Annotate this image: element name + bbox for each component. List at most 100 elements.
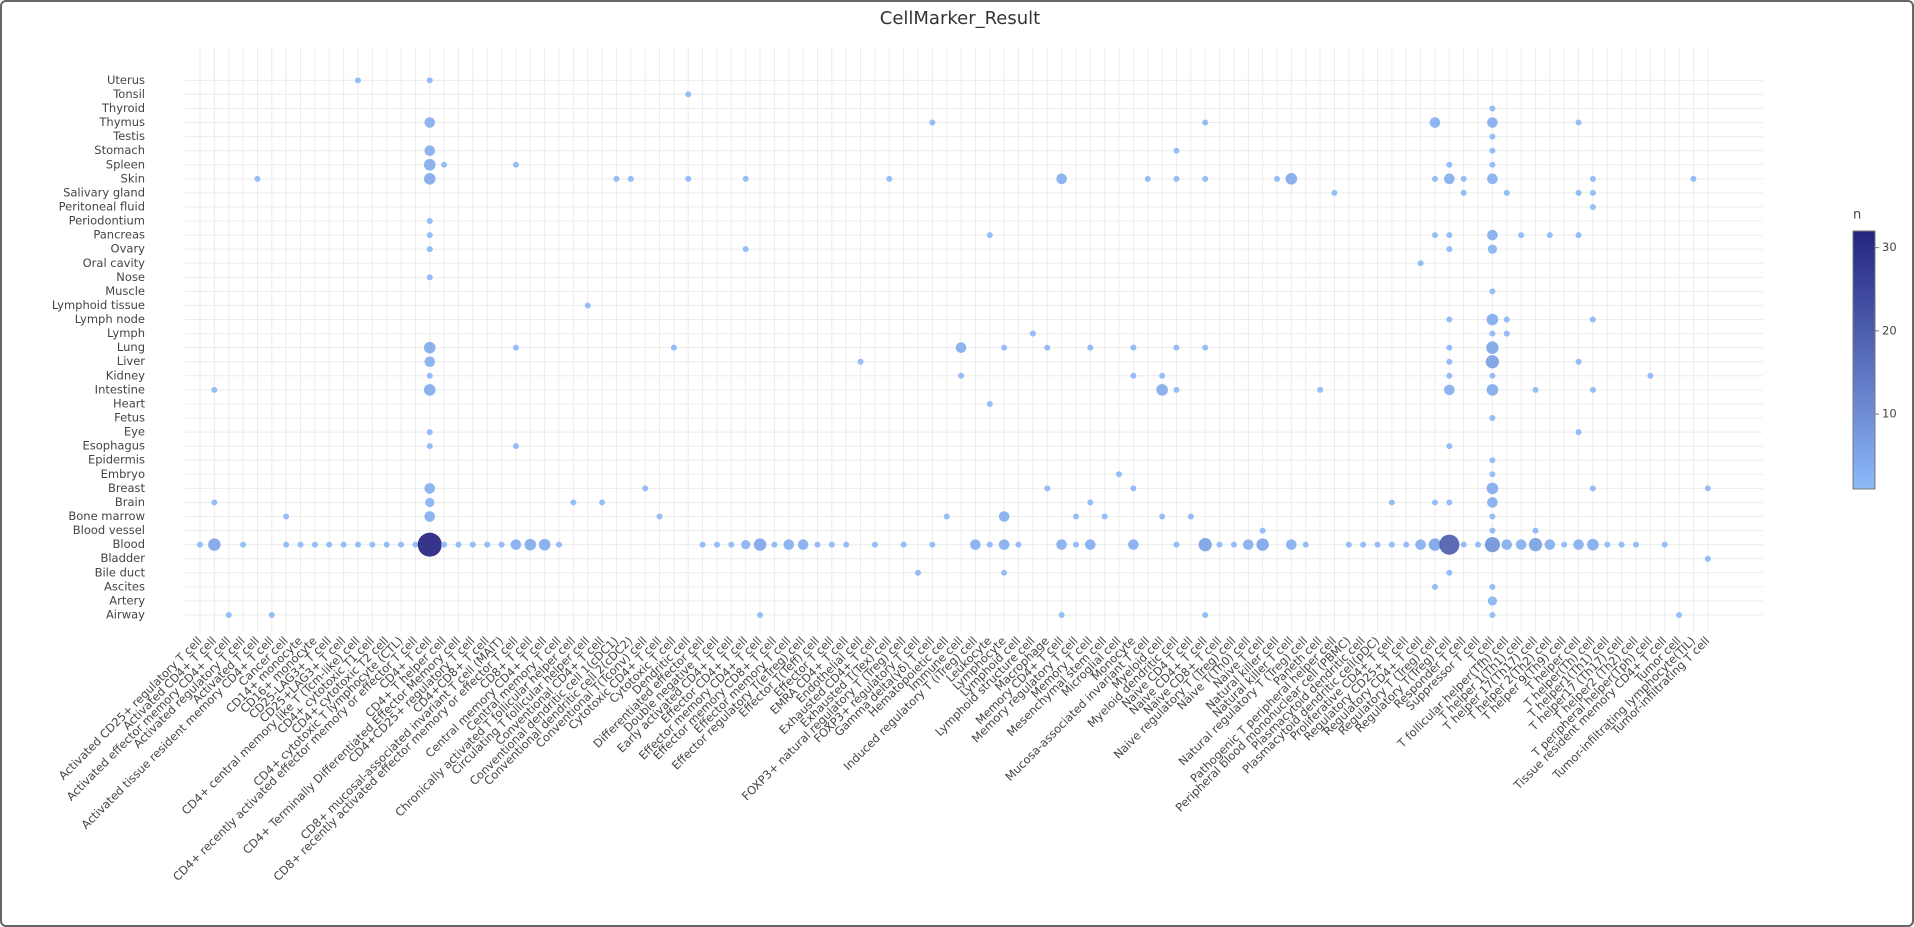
- bubble: [843, 541, 850, 548]
- colorbar: [1852, 230, 1876, 490]
- bubble: [986, 232, 993, 239]
- bubble: [1460, 189, 1467, 196]
- bubble: [1202, 175, 1209, 182]
- bubble: [685, 175, 692, 182]
- bubble: [955, 342, 967, 353]
- bubble: [1130, 372, 1137, 379]
- bubble: [970, 539, 981, 550]
- bubble: [1604, 541, 1611, 548]
- bubble: [1446, 569, 1453, 576]
- bubble: [1087, 499, 1094, 506]
- bubble: [426, 443, 433, 450]
- bubble: [538, 538, 551, 551]
- bubble: [423, 173, 436, 185]
- bubble: [1446, 316, 1453, 323]
- bubble: [1501, 539, 1513, 550]
- bubble: [424, 356, 436, 368]
- bubble: [1116, 471, 1123, 478]
- y-tick-label: Blood: [113, 537, 145, 551]
- bubble: [599, 499, 606, 506]
- y-tick-label: Brain: [115, 495, 145, 509]
- bubble: [524, 538, 537, 551]
- y-tick-label: Stomach: [94, 143, 145, 157]
- bubble: [670, 344, 677, 351]
- bubble: [1487, 117, 1498, 128]
- bubble: [426, 218, 433, 225]
- bubble: [584, 302, 591, 309]
- bubble: [1286, 539, 1297, 550]
- bubble: [713, 541, 720, 548]
- bubble: [1515, 539, 1527, 550]
- colorbar-tick-label: 10: [1882, 407, 1897, 421]
- bubble: [1503, 316, 1510, 323]
- bubble: [1486, 384, 1499, 396]
- bubble: [423, 158, 436, 171]
- bubble: [1446, 499, 1453, 506]
- bubble: [1388, 499, 1395, 506]
- y-tick-label: Epidermis: [88, 453, 145, 467]
- bubble: [1489, 415, 1496, 422]
- bubble: [441, 541, 448, 548]
- bubble: [1633, 541, 1639, 548]
- bubble: [1690, 175, 1697, 182]
- bubble: [1589, 485, 1596, 492]
- bubble: [369, 541, 376, 548]
- bubble: [1360, 541, 1367, 548]
- bubble: [1486, 482, 1499, 495]
- bubble: [1130, 485, 1137, 492]
- bubble: [1676, 612, 1683, 618]
- bubble: [1489, 612, 1496, 618]
- bubble: [424, 483, 436, 494]
- bubble: [211, 386, 218, 393]
- bubble: [699, 541, 706, 548]
- y-tick-label: Lymph node: [75, 312, 145, 326]
- bubble: [1044, 485, 1051, 492]
- bubble: [1444, 384, 1455, 396]
- bubble: [1487, 497, 1498, 508]
- bubble: [742, 246, 749, 253]
- bubble: [1429, 117, 1441, 128]
- bubble: [1302, 541, 1309, 548]
- bubble: [613, 175, 620, 182]
- y-tick-label: Breast: [108, 481, 145, 495]
- bubble: [311, 541, 318, 548]
- bubble: [424, 511, 436, 522]
- bubble: [1187, 513, 1194, 520]
- bubble: [871, 541, 878, 548]
- bubble: [426, 372, 433, 379]
- bubble: [283, 541, 290, 548]
- bubble: [1589, 203, 1596, 210]
- bubble: [1198, 538, 1212, 552]
- bubble: [1532, 527, 1539, 534]
- bubble: [1431, 583, 1438, 590]
- bubble: [1202, 612, 1209, 618]
- bubble: [1487, 229, 1498, 241]
- bubble: [1575, 358, 1582, 365]
- bubble: [1173, 147, 1180, 154]
- bubble: [958, 372, 965, 379]
- bubble: [1173, 386, 1180, 393]
- bubble: [1489, 147, 1496, 154]
- bubble: [1285, 173, 1298, 185]
- bubble: [1431, 232, 1438, 239]
- bubble: [1259, 527, 1266, 534]
- y-tick-label: Peritoneal fluid: [59, 199, 145, 213]
- bubble: [1444, 173, 1455, 185]
- y-tick-label: Liver: [117, 354, 145, 368]
- bubble: [1173, 541, 1180, 548]
- bubble: [1256, 538, 1269, 551]
- bubble: [986, 541, 993, 548]
- bubble: [498, 541, 505, 548]
- bubble: [423, 384, 436, 396]
- bubble: [998, 511, 1010, 522]
- bubble: [1589, 316, 1596, 323]
- bubble: [1216, 541, 1223, 548]
- bubble: [1484, 537, 1500, 553]
- bubble: [1489, 527, 1496, 534]
- bubble: [1202, 119, 1209, 126]
- bubble: [354, 77, 361, 84]
- y-tick-label: Nose: [116, 270, 145, 284]
- bubble: [1487, 596, 1498, 606]
- y-tick-label: Periodontium: [69, 214, 145, 228]
